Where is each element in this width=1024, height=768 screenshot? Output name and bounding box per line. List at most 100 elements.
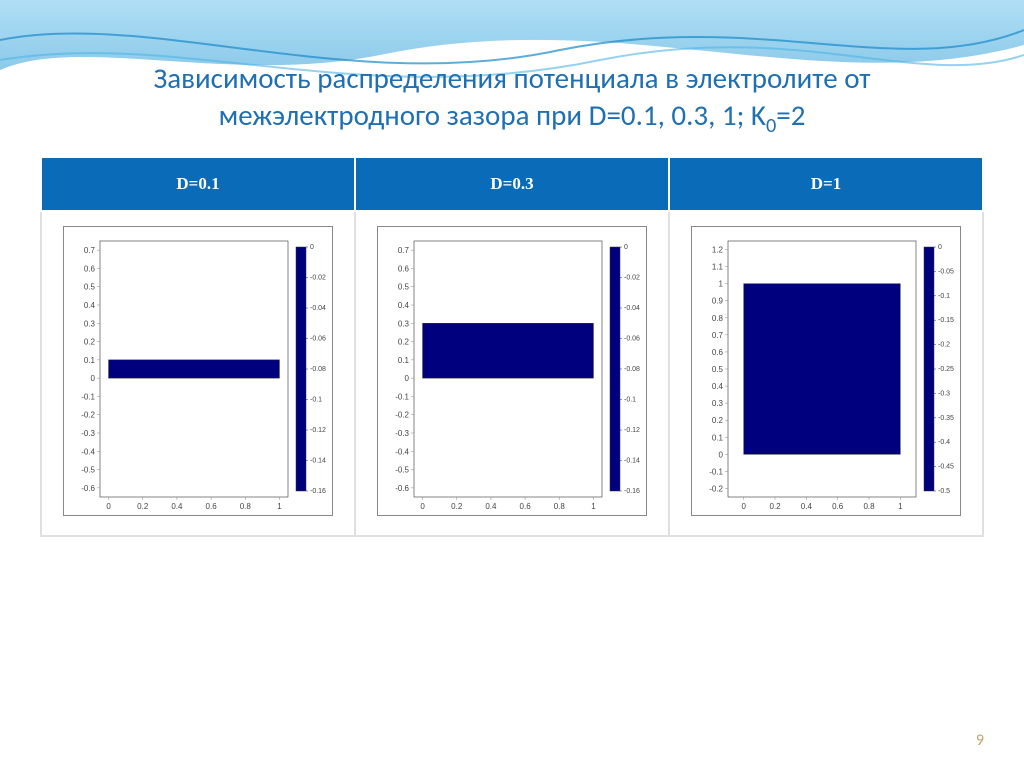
svg-text:-0.14: -0.14 xyxy=(624,457,640,464)
svg-text:0.1: 0.1 xyxy=(84,356,96,365)
svg-text:0.4: 0.4 xyxy=(712,382,724,391)
svg-text:0: 0 xyxy=(106,502,111,511)
svg-text:0: 0 xyxy=(420,502,425,511)
svg-text:0.5: 0.5 xyxy=(84,283,96,292)
cell-d03: -0.6 -0.5 -0.4 -0.3 -0.2 -0.1 0 0.1 0.2 0.3 0.4 0.5… xyxy=(355,211,669,536)
svg-text:0: 0 xyxy=(741,502,746,511)
svg-text:0: 0 xyxy=(310,244,314,251)
svg-text:0.7: 0.7 xyxy=(398,246,410,255)
svg-text:0.6: 0.6 xyxy=(84,264,96,273)
svg-text:0: 0 xyxy=(91,374,96,383)
svg-text:-0.6: -0.6 xyxy=(81,484,95,493)
svg-text:0.2: 0.2 xyxy=(451,502,463,511)
svg-text:-0.3: -0.3 xyxy=(395,429,409,438)
svg-text:1: 1 xyxy=(591,502,596,511)
col-header-d01: D=0.1 xyxy=(41,157,355,211)
svg-text:0.6: 0.6 xyxy=(520,502,532,511)
svg-text:0.2: 0.2 xyxy=(712,416,724,425)
svg-text:-0.4: -0.4 xyxy=(395,447,409,456)
page-number: 9 xyxy=(976,731,984,750)
svg-text:0.6: 0.6 xyxy=(206,502,218,511)
svg-text:0: 0 xyxy=(938,244,942,251)
svg-text:0.9: 0.9 xyxy=(712,297,724,306)
svg-text:0.8: 0.8 xyxy=(712,314,724,323)
svg-text:0.3: 0.3 xyxy=(398,319,410,328)
cell-d01: -0.6 -0.5 -0.4 -0.3 -0.2 -0.1 0 0.1 0.2 0.3 0.4 0.5… xyxy=(41,211,355,536)
svg-text:0.8: 0.8 xyxy=(240,502,252,511)
svg-text:-0.1: -0.1 xyxy=(938,293,950,300)
svg-text:-0.3: -0.3 xyxy=(81,429,95,438)
svg-text:0.2: 0.2 xyxy=(137,502,149,511)
svg-text:0.4: 0.4 xyxy=(171,502,183,511)
svg-text:0.4: 0.4 xyxy=(801,502,813,511)
svg-text:-0.2: -0.2 xyxy=(709,484,723,493)
svg-text:0: 0 xyxy=(405,374,410,383)
svg-text:-0.1: -0.1 xyxy=(310,396,322,403)
svg-text:-0.12: -0.12 xyxy=(624,427,640,434)
svg-text:0.8: 0.8 xyxy=(863,502,875,511)
svg-text:-0.06: -0.06 xyxy=(310,335,326,342)
results-table: D=0.1 D=0.3 D=1 -0.6 -0.5 -0.4 -0.3 -0.2 -0.1… xyxy=(40,156,984,537)
svg-text:-0.5: -0.5 xyxy=(938,488,950,495)
svg-text:-0.12: -0.12 xyxy=(310,427,326,434)
svg-text:-0.3: -0.3 xyxy=(938,390,950,397)
svg-text:1: 1 xyxy=(277,502,282,511)
svg-text:-0.2: -0.2 xyxy=(395,411,409,420)
svg-text:0.1: 0.1 xyxy=(398,356,410,365)
chart-d03: -0.6 -0.5 -0.4 -0.3 -0.2 -0.1 0 0.1 0.2 0.3 0.4 0.5… xyxy=(377,226,647,516)
svg-text:0.6: 0.6 xyxy=(712,348,724,357)
svg-text:0.2: 0.2 xyxy=(398,337,410,346)
svg-text:-0.16: -0.16 xyxy=(310,488,326,495)
svg-text:0.8: 0.8 xyxy=(554,502,566,511)
svg-text:-0.06: -0.06 xyxy=(624,335,640,342)
svg-text:-0.04: -0.04 xyxy=(624,305,640,312)
svg-text:0.3: 0.3 xyxy=(712,399,724,408)
svg-text:1.2: 1.2 xyxy=(712,245,724,254)
svg-text:0.4: 0.4 xyxy=(398,301,410,310)
svg-text:1: 1 xyxy=(719,280,724,289)
svg-text:0.5: 0.5 xyxy=(398,283,410,292)
svg-text:-0.04: -0.04 xyxy=(310,305,326,312)
chart-d01: -0.6 -0.5 -0.4 -0.3 -0.2 -0.1 0 0.1 0.2 0.3 0.4 0.5… xyxy=(63,226,333,516)
svg-text:0.7: 0.7 xyxy=(84,246,96,255)
svg-text:0.2: 0.2 xyxy=(769,502,781,511)
slide-title: Зависимость распределения потенциала в э… xyxy=(40,60,984,140)
col-header-d03: D=0.3 xyxy=(355,157,669,211)
svg-text:-0.35: -0.35 xyxy=(938,415,954,422)
svg-text:1.1: 1.1 xyxy=(712,262,724,271)
svg-text:0: 0 xyxy=(719,450,724,459)
svg-text:0.2: 0.2 xyxy=(84,337,96,346)
cell-d1: -0.2 -0.1 0 0.1 0.2 0.3 0.4 0.5 0.6 0.7 0.8 0.9 1 1.1… xyxy=(669,211,983,536)
svg-text:-0.1: -0.1 xyxy=(81,392,95,401)
chart-d1: -0.2 -0.1 0 0.1 0.2 0.3 0.4 0.5 0.6 0.7 0.8 0.9 1 1.1… xyxy=(691,226,961,516)
svg-text:-0.05: -0.05 xyxy=(938,268,954,275)
svg-text:0.3: 0.3 xyxy=(84,319,96,328)
svg-text:-0.08: -0.08 xyxy=(310,366,326,373)
svg-text:-0.5: -0.5 xyxy=(81,465,95,474)
svg-text:-0.1: -0.1 xyxy=(395,392,409,401)
svg-text:0: 0 xyxy=(624,244,628,251)
svg-text:0.7: 0.7 xyxy=(712,331,724,340)
svg-text:-0.08: -0.08 xyxy=(624,366,640,373)
svg-text:0.6: 0.6 xyxy=(398,264,410,273)
svg-text:-0.16: -0.16 xyxy=(624,488,640,495)
svg-text:-0.4: -0.4 xyxy=(81,447,95,456)
svg-text:-0.6: -0.6 xyxy=(395,484,409,493)
svg-text:-0.02: -0.02 xyxy=(624,274,640,281)
svg-text:-0.02: -0.02 xyxy=(310,274,326,281)
svg-text:1: 1 xyxy=(898,502,903,511)
svg-text:-0.15: -0.15 xyxy=(938,317,954,324)
svg-text:-0.14: -0.14 xyxy=(310,457,326,464)
svg-text:-0.2: -0.2 xyxy=(81,411,95,420)
svg-text:-0.4: -0.4 xyxy=(938,439,950,446)
svg-text:0.4: 0.4 xyxy=(84,301,96,310)
col-header-d1: D=1 xyxy=(669,157,983,211)
svg-text:-0.45: -0.45 xyxy=(938,463,954,470)
svg-text:-0.1: -0.1 xyxy=(624,396,636,403)
svg-text:0.5: 0.5 xyxy=(712,365,724,374)
svg-text:-0.25: -0.25 xyxy=(938,366,954,373)
svg-text:0.1: 0.1 xyxy=(712,433,724,442)
svg-text:0.6: 0.6 xyxy=(832,502,844,511)
svg-text:-0.5: -0.5 xyxy=(395,465,409,474)
svg-text:-0.1: -0.1 xyxy=(709,467,723,476)
